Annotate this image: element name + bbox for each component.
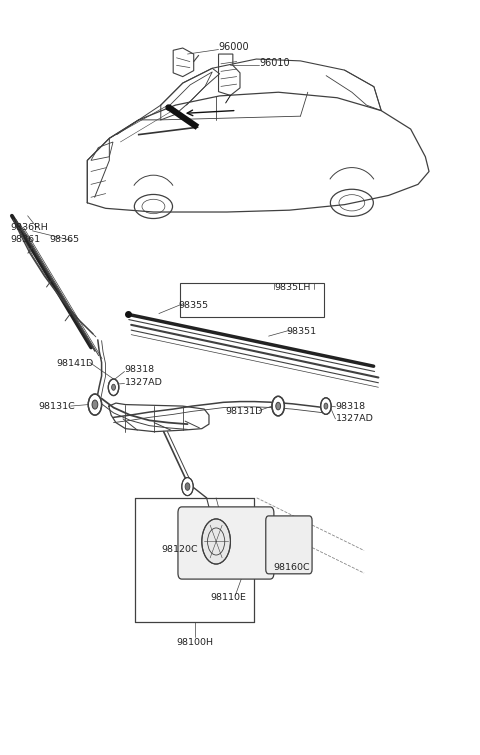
Circle shape [324, 403, 328, 409]
Text: 98141D: 98141D [56, 359, 94, 368]
Text: 9836RH: 9836RH [10, 223, 48, 232]
Text: 9835LH: 9835LH [275, 282, 311, 291]
Circle shape [108, 379, 119, 396]
Text: 1327AD: 1327AD [336, 414, 373, 423]
FancyBboxPatch shape [266, 516, 312, 574]
Text: 98351: 98351 [287, 327, 317, 336]
Text: 96010: 96010 [259, 58, 290, 68]
Text: 98120C: 98120C [161, 544, 198, 553]
Circle shape [92, 400, 98, 409]
Text: 98131C: 98131C [38, 402, 75, 411]
Circle shape [112, 384, 116, 390]
Circle shape [202, 519, 230, 564]
Text: 98110E: 98110E [210, 593, 246, 602]
Text: 96000: 96000 [218, 42, 249, 51]
Text: 98318: 98318 [336, 402, 366, 411]
Circle shape [185, 482, 190, 490]
Text: 98100H: 98100H [176, 638, 213, 647]
Text: 98365: 98365 [49, 236, 79, 245]
Circle shape [88, 394, 102, 415]
Circle shape [272, 396, 284, 416]
FancyBboxPatch shape [178, 507, 274, 579]
Text: 98361: 98361 [10, 236, 40, 245]
Circle shape [182, 478, 193, 495]
Text: 98355: 98355 [178, 300, 208, 310]
Bar [180, 282, 324, 317]
Text: 98160C: 98160C [274, 562, 310, 572]
Text: 98131D: 98131D [226, 407, 263, 416]
Text: 1327AD: 1327AD [124, 378, 162, 387]
Circle shape [321, 398, 331, 414]
Circle shape [276, 402, 281, 410]
Text: 98318: 98318 [124, 365, 155, 374]
